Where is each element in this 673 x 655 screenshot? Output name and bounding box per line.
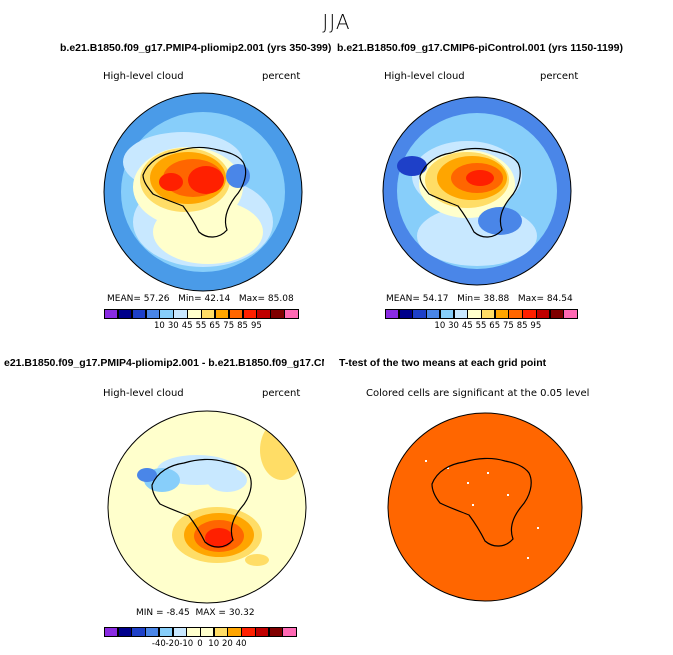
panel3-title: e21.B1850.f09_g17.PMIP4-pliomip2.001 - b… xyxy=(4,357,324,369)
panel2-variable: High-level cloud xyxy=(384,71,465,82)
colorbar-cell xyxy=(145,309,161,319)
colorbar-cell xyxy=(426,309,441,319)
colorbar-cell xyxy=(186,627,201,637)
colorbar-cell xyxy=(117,309,133,319)
colorbar-tick-label: 45 xyxy=(181,321,193,331)
colorbar-cell xyxy=(145,627,160,637)
panel1-variable: High-level cloud xyxy=(103,71,184,82)
panel2-coastline xyxy=(419,147,521,238)
panel2-stats: MEAN= 54.17 Min= 38.88 Max= 84.54 xyxy=(386,294,573,304)
colorbar-cell xyxy=(256,309,271,319)
colorbar-cell xyxy=(187,309,202,319)
colorbar-cell xyxy=(385,309,400,319)
panel1-colorbar: 10 30 45 55 65 75 85 95 xyxy=(104,309,299,333)
colorbar-cell xyxy=(200,627,215,637)
colorbar-cell xyxy=(117,627,133,637)
panel1-units: percent xyxy=(262,71,301,82)
colorbar-cell xyxy=(563,309,578,319)
colorbar-tick-label: 40 xyxy=(235,639,247,649)
panel3-colorbar: -40 -20 -10 0 10 20 40 xyxy=(104,627,297,651)
colorbar-tick-label: 10 xyxy=(434,321,446,331)
panel2-map xyxy=(382,96,572,286)
colorbar-cell xyxy=(282,627,297,637)
colorbar-tick-label: 20 xyxy=(222,639,233,649)
colorbar-tick-label: 30 xyxy=(167,321,179,331)
panel4-note: Colored cells are significant at the 0.0… xyxy=(366,388,590,399)
colorbar-cell xyxy=(104,309,119,319)
panel1-map xyxy=(103,92,303,292)
colorbar-cell xyxy=(241,627,256,637)
colorbar-tick-label: 10 xyxy=(154,321,165,331)
colorbar-cell xyxy=(131,309,147,319)
figure-title: JJA xyxy=(322,10,351,34)
colorbar-cell xyxy=(172,627,187,637)
colorbar-tick-label: 75 xyxy=(503,321,514,331)
colorbar-cell xyxy=(398,309,414,319)
panel1-stats: MEAN= 57.26 Min= 42.14 Max= 85.08 xyxy=(107,294,294,304)
panel4-significance-field xyxy=(388,413,582,601)
colorbar-cell xyxy=(227,627,242,637)
colorbar-cell xyxy=(453,309,468,319)
colorbar-cell xyxy=(213,627,229,637)
colorbar-tick-label: 95 xyxy=(530,321,542,331)
colorbar-cell xyxy=(412,309,427,319)
colorbar-tick-label: 45 xyxy=(461,321,473,331)
colorbar-cell xyxy=(549,309,564,319)
colorbar-tick-label: 65 xyxy=(489,321,501,331)
colorbar-cell xyxy=(268,627,283,637)
panel4-title: T-test of the two means at each grid poi… xyxy=(335,357,547,369)
colorbar-cell xyxy=(158,627,174,637)
panel2-units: percent xyxy=(540,71,579,82)
panel2-colorbar: 10 30 45 55 65 75 85 95 xyxy=(385,309,578,333)
colorbar-cell xyxy=(228,309,244,319)
colorbar-cell xyxy=(284,309,299,319)
colorbar-cell xyxy=(131,627,146,637)
colorbar-cell xyxy=(104,627,119,637)
panel3-map xyxy=(107,410,307,604)
colorbar-tick-label: 55 xyxy=(195,321,207,331)
panel4-coastline xyxy=(431,457,532,547)
colorbar-tick-label: -40 xyxy=(151,639,166,649)
colorbar-cells xyxy=(385,309,578,319)
colorbar-tick-label: 0 xyxy=(197,639,203,649)
colorbar-cell xyxy=(254,627,270,637)
colorbar-tick-label: 65 xyxy=(209,321,221,331)
colorbar-cell xyxy=(242,309,258,319)
colorbar-cell xyxy=(159,309,174,319)
colorbar-cell xyxy=(173,309,188,319)
panel4-map xyxy=(387,412,583,602)
colorbar-tick-label: 95 xyxy=(251,321,262,331)
panel3-coastline xyxy=(151,458,252,548)
colorbar-cell xyxy=(467,309,482,319)
colorbar-cell xyxy=(481,309,496,319)
panel3-variable: High-level cloud xyxy=(103,388,184,399)
panel3-stats: MIN = -8.45 MAX = 30.32 xyxy=(136,608,255,618)
colorbar-cell xyxy=(535,309,551,319)
panel1-title: b.e21.B1850.f09_g17.PMIP4-pliomip2.001 (… xyxy=(60,42,332,54)
colorbar-cell xyxy=(522,309,537,319)
colorbar-cell xyxy=(439,309,455,319)
panel3-units: percent xyxy=(262,388,301,399)
colorbar-tick-label: -10 xyxy=(179,639,194,649)
colorbar-cells xyxy=(104,627,297,637)
colorbar-tick-label: 10 xyxy=(208,639,220,649)
colorbar-tick-label: 75 xyxy=(223,321,235,331)
colorbar-cell xyxy=(201,309,216,319)
colorbar-tick-label: -20 xyxy=(165,639,180,649)
colorbar-cells xyxy=(104,309,299,319)
colorbar-cell xyxy=(214,309,230,319)
colorbar-tick-label: 85 xyxy=(516,321,528,331)
panel2-title: b.e21.B1850.f09_g17.CMIP6-piControl.001 … xyxy=(337,42,623,54)
colorbar-tick-label: 55 xyxy=(475,321,487,331)
colorbar-cell xyxy=(494,309,510,319)
colorbar-cell xyxy=(508,309,523,319)
panel1-coastline xyxy=(142,146,247,238)
colorbar-cell xyxy=(270,309,285,319)
colorbar-tick-label: 85 xyxy=(237,321,248,331)
colorbar-tick-label: 30 xyxy=(448,321,459,331)
